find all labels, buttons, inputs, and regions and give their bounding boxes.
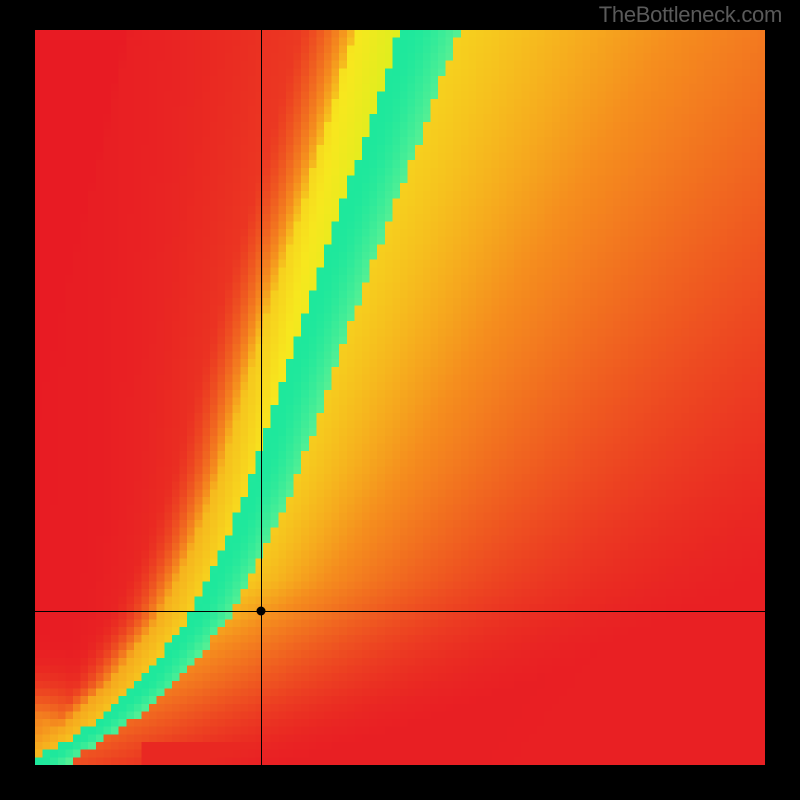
crosshair-horizontal — [35, 611, 765, 612]
watermark-text: TheBottleneck.com — [599, 2, 782, 28]
crosshair-point — [257, 606, 266, 615]
chart-container: TheBottleneck.com — [0, 0, 800, 800]
bottleneck-heatmap — [35, 30, 765, 765]
crosshair-vertical — [261, 30, 262, 765]
